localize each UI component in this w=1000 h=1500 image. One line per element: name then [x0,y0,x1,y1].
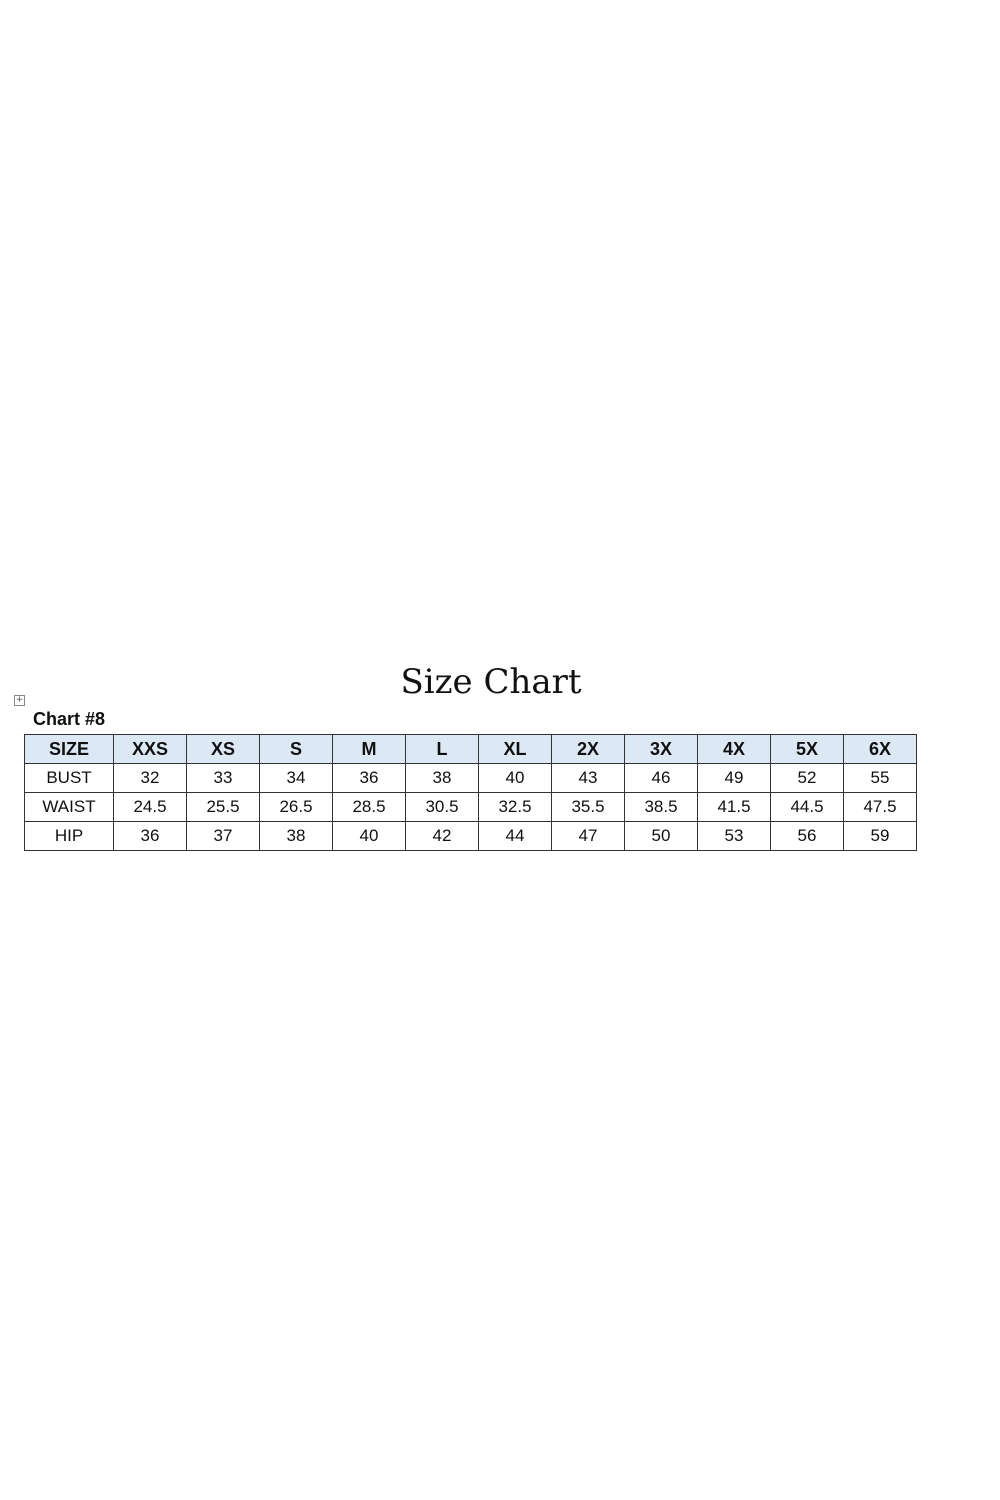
size-chart-table: SIZE XXS XS S M L XL 2X 3X 4X 5X 6X BUST 32 33 34 36 38 4… [24,734,917,851]
table-cell: 50 [624,821,698,851]
table-row: WAIST 24.5 25.5 26.5 28.5 30.5 32.5 35.5 38.5 41.… [24,792,917,822]
table-cell: 36 [113,821,187,851]
row-label: BUST [24,763,114,793]
row-label: WAIST [24,792,114,822]
table-cell: 38 [259,821,333,851]
table-cell: 47.5 [843,792,917,822]
table-cell: 38.5 [624,792,698,822]
table-row: HIP 36 37 38 40 42 44 47 50 53 56 59 [24,821,917,851]
table-header-row: SIZE XXS XS S M L XL 2X 3X 4X 5X 6X [24,734,917,764]
table-cell: 44.5 [770,792,844,822]
column-header: XS [186,734,260,764]
table-row: BUST 32 33 34 36 38 40 43 46 49 52 55 [24,763,917,793]
table-cell: 43 [551,763,625,793]
table-cell: 46 [624,763,698,793]
table-cell: 49 [697,763,771,793]
table-cell: 37 [186,821,260,851]
table-cell: 44 [478,821,552,851]
table-cell: 32 [113,763,187,793]
column-header: 6X [843,734,917,764]
table-cell: 47 [551,821,625,851]
table-move-handle-icon[interactable]: + [14,695,25,706]
table-cell: 40 [478,763,552,793]
table-cell: 36 [332,763,406,793]
table-cell: 25.5 [186,792,260,822]
column-header: S [259,734,333,764]
table-cell: 52 [770,763,844,793]
table-cell: 30.5 [405,792,479,822]
row-label: HIP [24,821,114,851]
column-header: 5X [770,734,844,764]
table-cell: 56 [770,821,844,851]
table-cell: 26.5 [259,792,333,822]
column-header: 4X [697,734,771,764]
table-cell: 53 [697,821,771,851]
table-cell: 41.5 [697,792,771,822]
table-cell: 28.5 [332,792,406,822]
column-header: L [405,734,479,764]
column-header: 2X [551,734,625,764]
table-cell: 24.5 [113,792,187,822]
page-title: Size Chart [400,662,582,702]
table-cell: 35.5 [551,792,625,822]
column-header: SIZE [24,734,114,764]
chart-subtitle: Chart #8 [33,709,106,729]
table-cell: 42 [405,821,479,851]
column-header: 3X [624,734,698,764]
column-header: M [332,734,406,764]
column-header: XXS [113,734,187,764]
table-cell: 32.5 [478,792,552,822]
table-cell: 38 [405,763,479,793]
column-header: XL [478,734,552,764]
table-cell: 55 [843,763,917,793]
table-cell: 59 [843,821,917,851]
table-cell: 34 [259,763,333,793]
table-cell: 33 [186,763,260,793]
table-cell: 40 [332,821,406,851]
